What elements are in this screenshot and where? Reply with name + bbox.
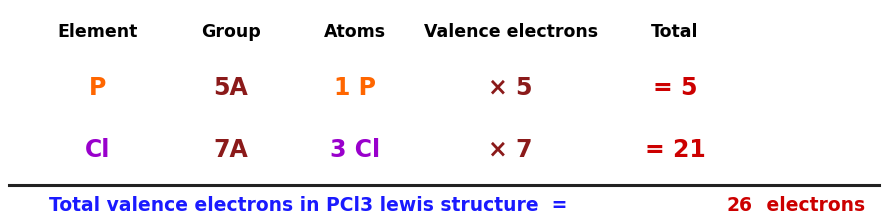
Text: = 21: = 21	[645, 138, 705, 162]
Text: Element: Element	[58, 23, 138, 41]
Text: P: P	[89, 76, 107, 100]
Text: Cl: Cl	[85, 138, 110, 162]
Text: × 5: × 5	[488, 76, 533, 100]
Text: 1 P: 1 P	[334, 76, 377, 100]
Text: Group: Group	[201, 23, 261, 41]
Text: 3 Cl: 3 Cl	[330, 138, 380, 162]
Text: 5A: 5A	[213, 76, 249, 100]
Text: × 7: × 7	[488, 138, 533, 162]
Text: Valence electrons: Valence electrons	[424, 23, 598, 41]
Text: = 5: = 5	[653, 76, 697, 100]
Text: Total: Total	[651, 23, 699, 41]
Text: 26: 26	[726, 196, 752, 215]
Text: 7A: 7A	[213, 138, 249, 162]
Text: Atoms: Atoms	[324, 23, 386, 41]
Text: electrons: electrons	[759, 196, 865, 215]
Text: Total valence electrons in PCl3 lewis structure  =: Total valence electrons in PCl3 lewis st…	[49, 196, 574, 215]
